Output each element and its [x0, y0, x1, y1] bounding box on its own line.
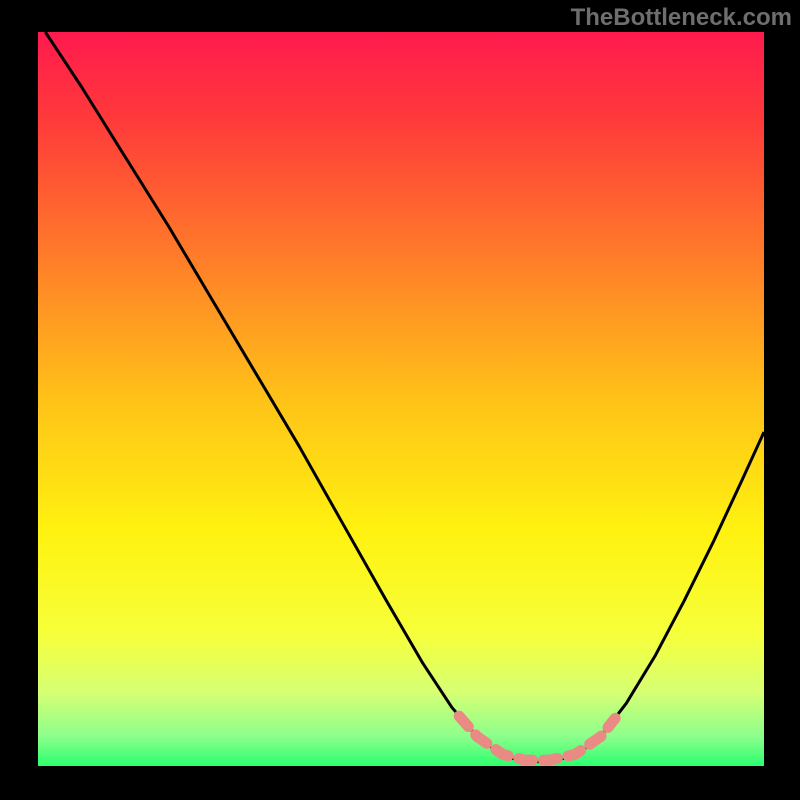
chart-container: TheBottleneck.com [0, 0, 800, 800]
watermark-text: TheBottleneck.com [571, 4, 792, 32]
bottleneck-chart [0, 0, 800, 800]
